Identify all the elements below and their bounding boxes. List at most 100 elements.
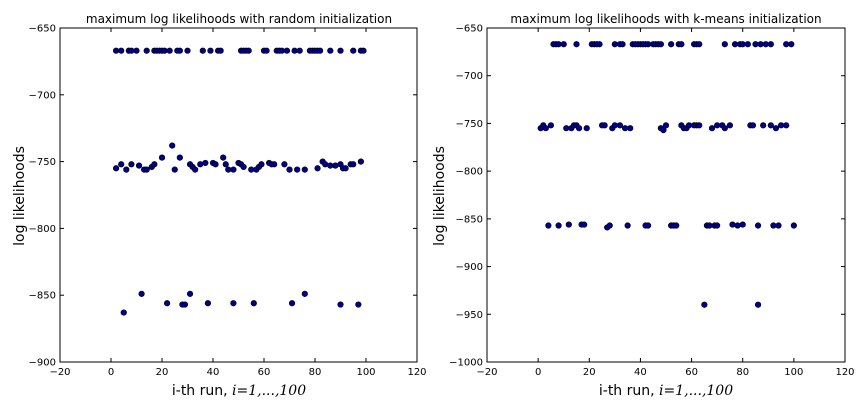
- data-point: [583, 125, 590, 132]
- x-axis-label-math: i=1,...,100: [659, 383, 733, 399]
- data-point: [657, 41, 664, 48]
- data-point: [701, 301, 708, 308]
- data-point: [606, 222, 613, 229]
- x-tick-label: 120: [835, 367, 854, 378]
- data-point: [176, 154, 183, 161]
- data-point: [563, 125, 570, 132]
- data-point: [754, 222, 762, 229]
- data-point: [739, 221, 746, 228]
- data-point: [744, 41, 751, 48]
- x-axis-label-text: i-th run,: [172, 383, 232, 399]
- data-point: [332, 162, 339, 169]
- data-point: [112, 165, 120, 172]
- data-point: [760, 122, 767, 129]
- data-point: [258, 161, 265, 168]
- data-point: [350, 47, 357, 54]
- data-point: [204, 300, 211, 307]
- x-tick-label: 40: [207, 367, 220, 378]
- x-tick-label: 60: [685, 367, 698, 378]
- data-point: [673, 222, 680, 229]
- data-point: [128, 47, 135, 54]
- data-point: [783, 122, 790, 129]
- data-point: [202, 159, 209, 167]
- y-tick-label: −850: [29, 291, 56, 302]
- data-point: [350, 161, 357, 168]
- data-point: [547, 122, 555, 129]
- data-point: [199, 47, 206, 54]
- data-point: [739, 41, 746, 48]
- data-point: [777, 122, 785, 129]
- x-tick-label: −20: [476, 367, 497, 378]
- data-point: [166, 47, 173, 54]
- data-point: [581, 221, 588, 228]
- x-tick-label: 120: [407, 367, 426, 378]
- data-point: [286, 166, 293, 173]
- axis-ticks: −20 0 20 40 60 80 100 120 −1000 −950 −900 −850 −800 −…: [449, 24, 854, 379]
- chart-title: maximum log likelihoods with k-means ini…: [510, 12, 821, 26]
- data-point: [749, 122, 757, 129]
- data-point: [123, 166, 130, 173]
- x-tick-label: 20: [156, 367, 169, 378]
- data-point: [250, 300, 257, 307]
- data-point: [230, 300, 237, 307]
- data-point: [596, 41, 603, 48]
- data-point: [621, 125, 629, 132]
- data-point: [360, 47, 367, 54]
- data-point: [357, 158, 365, 165]
- data-point: [619, 41, 626, 48]
- data-points: [537, 41, 797, 308]
- data-point: [176, 47, 183, 54]
- x-tick-label: 80: [309, 367, 322, 378]
- data-point: [714, 222, 721, 229]
- data-point: [225, 166, 232, 173]
- data-point: [133, 47, 140, 54]
- x-tick-label: 80: [736, 367, 749, 378]
- plot-area: [486, 27, 846, 363]
- data-point: [644, 41, 652, 48]
- y-tick-label: −950: [456, 310, 483, 321]
- data-point: [281, 161, 288, 168]
- y-tick-label: −1000: [449, 358, 483, 369]
- y-tick-label: −900: [456, 262, 483, 273]
- data-point: [143, 166, 150, 173]
- data-point: [197, 161, 204, 168]
- x-axis-label-text: i-th run,: [599, 383, 659, 399]
- data-point: [158, 154, 166, 161]
- axis-ticks: −20 0 20 40 60 80 100 120 −900 −850 −800 −750 −700 −6…: [29, 24, 427, 379]
- data-point: [565, 221, 572, 228]
- chart-title: maximum log likelihoods with random init…: [86, 12, 392, 26]
- y-tick-label: −850: [456, 214, 483, 225]
- data-point: [337, 301, 344, 308]
- data-point: [555, 41, 562, 48]
- data-point: [278, 47, 285, 54]
- data-point: [171, 166, 178, 173]
- data-point: [706, 222, 713, 229]
- x-tick-label: 40: [634, 367, 647, 378]
- data-point: [731, 41, 739, 48]
- y-tick-label: −750: [29, 157, 56, 168]
- data-point: [169, 142, 176, 149]
- data-point: [708, 125, 716, 132]
- data-point: [263, 47, 270, 54]
- data-point: [220, 154, 227, 161]
- x-axis-label-math: i=1,...,100: [232, 383, 306, 399]
- data-point: [135, 162, 143, 169]
- x-tick-label: 60: [258, 367, 271, 378]
- data-point: [573, 41, 580, 48]
- x-tick-label: 0: [108, 367, 114, 378]
- data-point: [752, 41, 759, 48]
- x-tick-label: 20: [583, 367, 596, 378]
- data-point: [337, 47, 344, 54]
- data-point: [734, 222, 741, 229]
- data-point: [714, 122, 721, 129]
- data-point: [294, 166, 301, 173]
- y-tick-label: −900: [29, 358, 56, 369]
- data-point: [164, 300, 171, 307]
- data-point: [112, 47, 120, 54]
- data-point: [301, 166, 308, 173]
- data-point: [668, 41, 675, 48]
- data-point: [181, 301, 189, 308]
- data-point: [685, 122, 693, 129]
- data-point: [616, 122, 624, 129]
- data-point: [575, 125, 583, 132]
